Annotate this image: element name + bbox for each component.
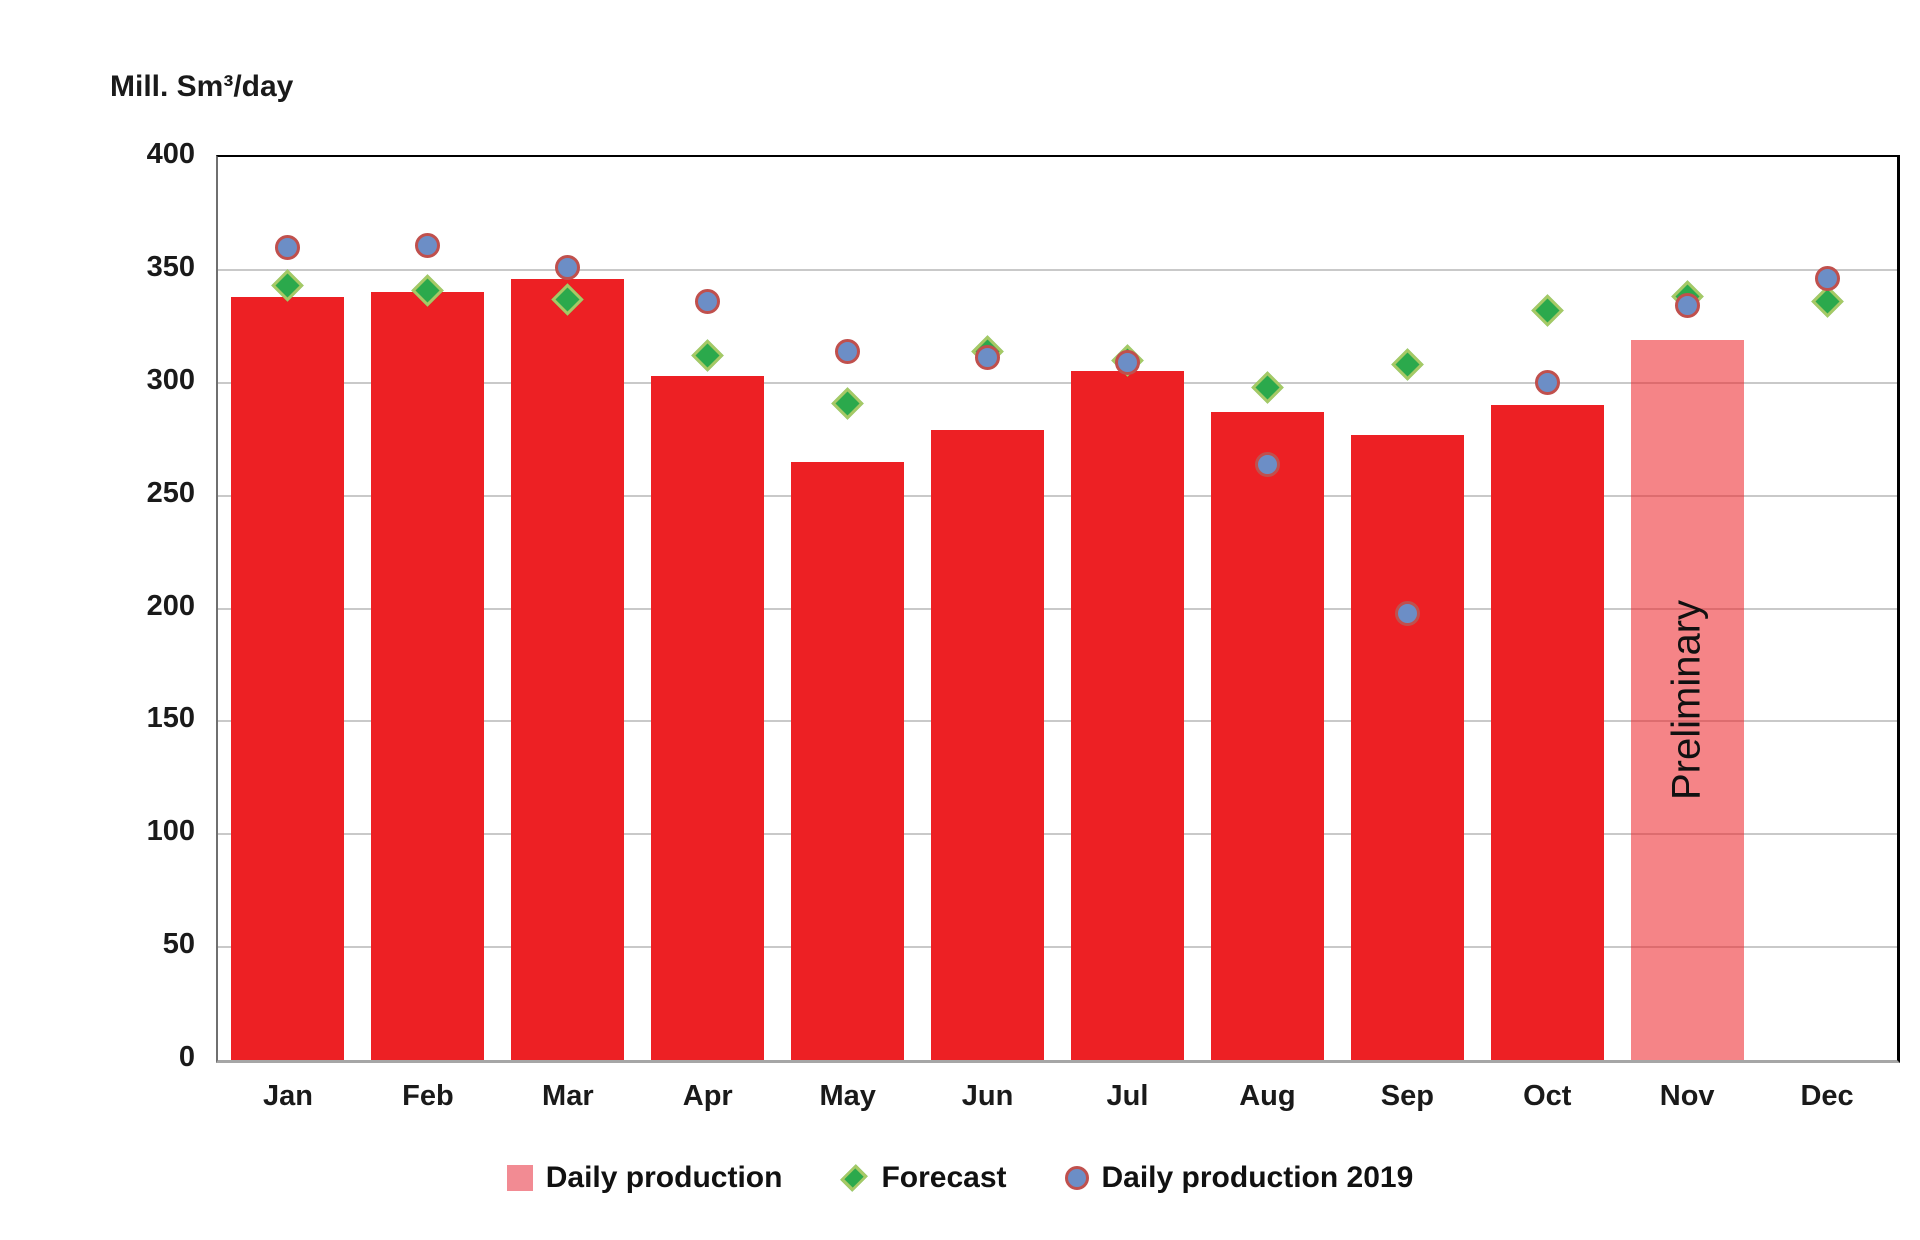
bar-jan — [231, 296, 345, 1060]
legend: Daily production Forecast Daily producti… — [0, 1156, 1920, 1200]
y-axis-title: Mill. Sm³/day — [110, 70, 294, 103]
y-tick-label-250: 250 — [146, 476, 195, 509]
daily-production-swatch-icon — [506, 1165, 533, 1191]
legend-label-daily-production-2019: Daily production 2019 — [1101, 1161, 1414, 1194]
x-tick-label-oct: Oct — [1523, 1080, 1572, 1112]
y-tick-label-100: 100 — [146, 815, 195, 848]
y-tick-label-300: 300 — [146, 363, 195, 396]
x-tick-label-jun: Jun — [961, 1080, 1014, 1112]
x-tick-label-dec: Dec — [1800, 1080, 1854, 1112]
production-2019-marker-feb — [415, 232, 441, 258]
bar-aug — [1210, 412, 1324, 1060]
legend-item-daily-production-2019: Daily production 2019 — [1064, 1161, 1414, 1195]
x-tick-label-aug: Aug — [1239, 1080, 1296, 1112]
bar-jul — [1070, 371, 1184, 1060]
production-2019-marker-jan — [275, 234, 301, 260]
y-tick-label-200: 200 — [146, 589, 195, 622]
daily-production-2019-circle-icon — [1064, 1166, 1089, 1190]
x-tick-label-nov: Nov — [1659, 1080, 1715, 1112]
legend-label-forecast: Forecast — [881, 1161, 1007, 1194]
x-tick-label-jul: Jul — [1106, 1080, 1149, 1112]
x-tick-label-apr: Apr — [682, 1080, 733, 1112]
forecast-marker-may — [831, 386, 864, 420]
x-tick-label-feb: Feb — [402, 1080, 454, 1112]
forecast-marker-oct — [1530, 294, 1564, 327]
production-2019-marker-nov — [1674, 293, 1700, 319]
legend-item-daily-production: Daily production — [506, 1161, 783, 1195]
production-2019-marker-jul — [1114, 349, 1140, 375]
bar-may — [791, 461, 905, 1060]
preliminary-label: Preliminary — [1664, 599, 1709, 800]
gridline-200 — [218, 607, 1897, 610]
gridline-300 — [218, 381, 1897, 384]
y-tick-label-350: 350 — [146, 250, 195, 283]
gridline-250 — [218, 494, 1897, 497]
forecast-marker-sep — [1391, 348, 1424, 381]
bar-oct — [1490, 405, 1604, 1060]
gridline-50 — [218, 946, 1897, 949]
production-2019-marker-mar — [555, 255, 581, 281]
production-2019-marker-may — [835, 338, 861, 364]
production-2019-marker-jun — [975, 345, 1001, 371]
production-2019-marker-sep — [1394, 600, 1420, 626]
x-tick-label-may: May — [819, 1080, 876, 1112]
y-tick-label-50: 50 — [162, 928, 195, 961]
x-tick-label-jan: Jan — [263, 1080, 313, 1112]
production-2019-marker-aug — [1254, 451, 1280, 477]
production-2019-marker-apr — [695, 288, 721, 314]
bar-jun — [931, 430, 1045, 1060]
bar-mar — [511, 278, 625, 1060]
production-2019-marker-dec — [1814, 266, 1840, 292]
bar-feb — [371, 292, 485, 1060]
gridline-150 — [218, 720, 1897, 723]
x-tick-label-sep: Sep — [1380, 1080, 1434, 1112]
bar-apr — [651, 375, 765, 1060]
y-tick-label-0: 0 — [178, 1041, 195, 1073]
bar-nov — [1630, 339, 1744, 1060]
x-tick-label-mar: Mar — [542, 1080, 594, 1112]
gridline-350 — [218, 268, 1897, 271]
bar-sep — [1350, 434, 1464, 1060]
forecast-marker-aug — [1251, 370, 1284, 404]
plot-area: Preliminary — [216, 155, 1900, 1063]
gridline-100 — [218, 833, 1897, 836]
legend-label-daily-production: Daily production — [545, 1161, 783, 1194]
y-tick-label-150: 150 — [146, 702, 195, 735]
production-2019-marker-oct — [1534, 370, 1560, 396]
forecast-diamond-icon — [840, 1164, 869, 1192]
legend-item-forecast: Forecast — [840, 1161, 1007, 1195]
y-tick-label-400: 400 — [146, 138, 195, 170]
forecast-marker-apr — [691, 339, 724, 372]
